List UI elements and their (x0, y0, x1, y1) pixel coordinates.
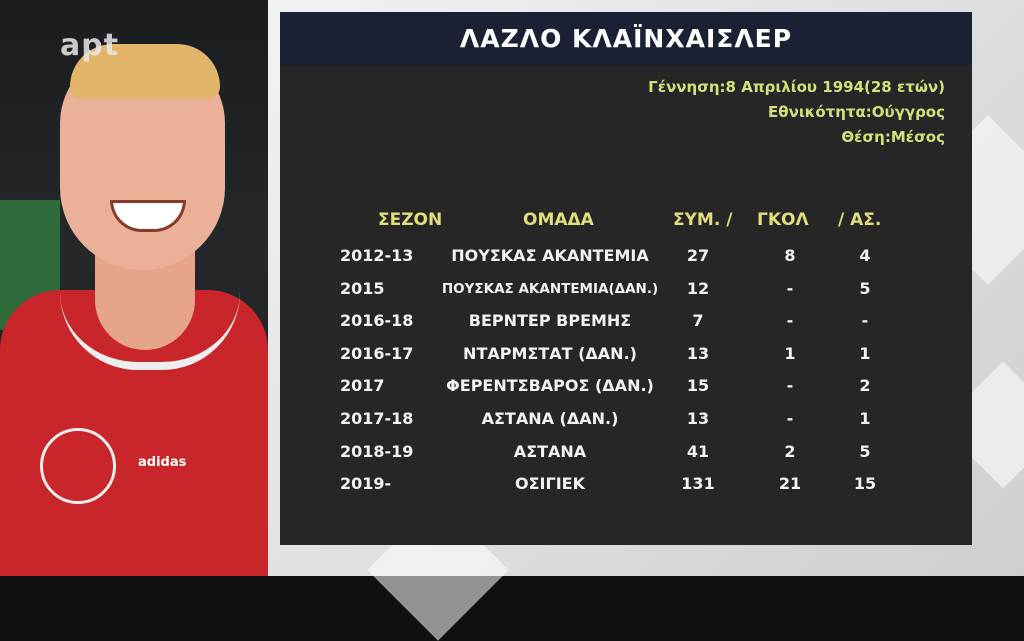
cell-apps: 15 (686, 376, 710, 396)
cell-apps: 13 (686, 343, 710, 363)
cell-goals: - (786, 409, 794, 428)
cell-goals: 8 (784, 246, 796, 265)
cell-season: 2016-17 (340, 343, 414, 363)
nationality-info: Εθνικότητα:Ούγγρος (768, 103, 945, 121)
header-goals: ΓΚΟΛ (757, 210, 809, 230)
cell-assists: 1 (859, 409, 871, 428)
cell-team: ΑΣΤΑΝΑ (513, 441, 587, 461)
player-photo: adidas apt (0, 0, 268, 576)
cell-season: 2017 (340, 376, 385, 396)
header-assists: / ΑΣ. (838, 210, 882, 230)
cell-goals: - (786, 311, 794, 331)
shirt-collar (60, 292, 240, 370)
cell-team: ΑΣΤΑΝΑ (ΔΑΝ.) (481, 409, 619, 428)
cell-apps: 7 (692, 311, 704, 331)
birth-info: Γέννηση:8 Απριλίου 1994(28 ετών) (648, 78, 945, 96)
cell-assists: 1 (859, 343, 871, 363)
cell-apps: 41 (686, 441, 710, 461)
cell-team: ΒΕΡΝΤΕΡ ΒΡΕΜΗΣ (468, 311, 632, 331)
cell-season: 2016-18 (340, 311, 414, 331)
cell-assists: 5 (859, 441, 871, 461)
cell-assists: 4 (859, 246, 871, 265)
position-info: Θέση:Μέσος (841, 128, 945, 146)
cell-goals: 2 (784, 441, 796, 461)
cell-apps: 13 (686, 409, 710, 428)
cell-goals: - (786, 376, 794, 396)
federation-badge-icon (40, 428, 116, 504)
player-hair (70, 44, 220, 99)
header-team: ΟΜΑΔΑ (523, 210, 594, 230)
player-name-title: ΛΑΖΛΟ ΚΛΑΪΝΧΑΙΣΛΕΡ (280, 12, 972, 65)
cell-assists: 5 (859, 278, 871, 298)
cell-season: 2015 (340, 278, 385, 298)
header-season: ΣΕΖΟΝ (378, 210, 443, 230)
cell-assists: 2 (859, 376, 871, 396)
cell-apps: 12 (686, 278, 710, 298)
kit-brand: adidas (138, 455, 187, 470)
cell-team: ΟΣΙΓΙΕΚ (515, 474, 585, 494)
cell-apps: 131 (681, 474, 715, 494)
cell-team: ΠΟΥΣΚΑΣ ΑΚΑΝΤΕΜΙΑ (451, 246, 649, 265)
cell-team: ΦΕΡΕΝΤΣΒΑΡΟΣ (ΔΑΝ.) (446, 376, 654, 396)
cell-goals: 1 (784, 343, 796, 363)
cell-season: 2018-19 (340, 441, 414, 461)
cell-assists: 15 (853, 474, 877, 494)
cell-apps: 27 (686, 246, 710, 265)
header-apps: ΣΥΜ. / (673, 210, 733, 230)
cell-season: 2012-13 (340, 246, 414, 265)
cell-season: 2019- (340, 474, 392, 494)
channel-logo: apt (60, 28, 120, 63)
player-card: ΛΑΖΛΟ ΚΛΑΪΝΧΑΙΣΛΕΡ Γέννηση:8 Απριλίου 19… (280, 12, 972, 545)
cell-assists: - (861, 311, 869, 331)
cell-goals: 21 (778, 474, 802, 494)
cell-team: ΠΟΥΣΚΑΣ ΑΚΑΝΤΕΜΙΑ(ΔΑΝ.) (441, 280, 659, 297)
cell-team: ΝΤΑΡΜΣΤΑΤ (ΔΑΝ.) (463, 343, 637, 363)
cell-goals: - (786, 278, 794, 298)
cell-season: 2017-18 (340, 409, 414, 428)
